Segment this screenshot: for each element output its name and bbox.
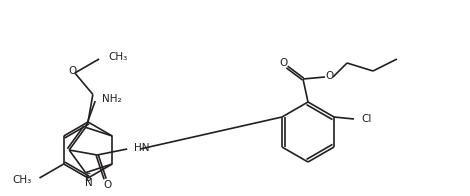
Text: CH₃: CH₃ bbox=[108, 52, 127, 62]
Text: O: O bbox=[325, 71, 333, 81]
Text: O: O bbox=[280, 58, 288, 68]
Text: CH₃: CH₃ bbox=[12, 175, 31, 185]
Text: HN: HN bbox=[134, 143, 149, 153]
Text: NH₂: NH₂ bbox=[102, 94, 122, 104]
Text: S: S bbox=[84, 173, 91, 183]
Text: Cl: Cl bbox=[361, 114, 371, 124]
Text: N: N bbox=[85, 178, 93, 188]
Text: O: O bbox=[103, 180, 111, 190]
Text: O: O bbox=[69, 66, 77, 76]
